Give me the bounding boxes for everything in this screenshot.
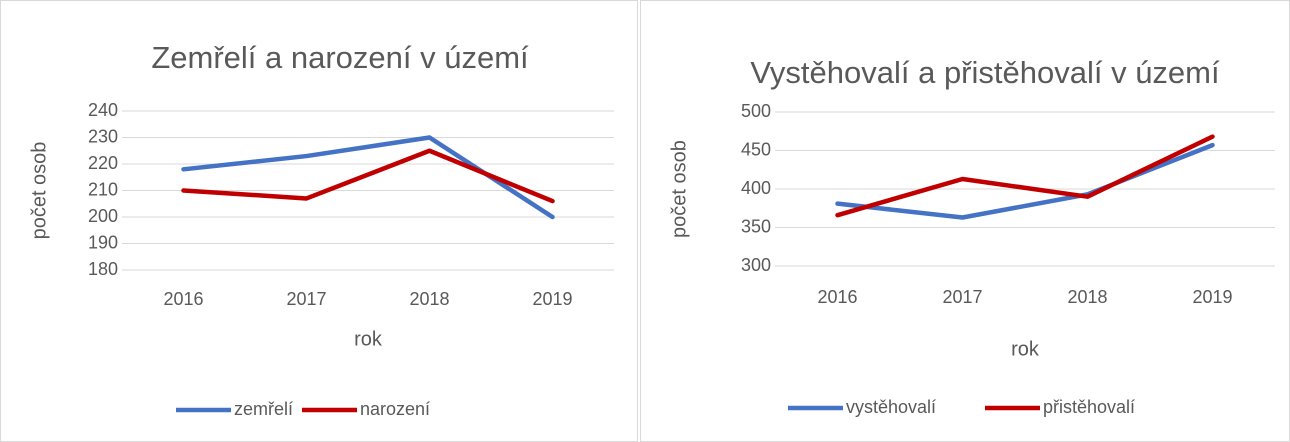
y-tick-label: 240 [88,100,118,120]
x-tick-label: 2016 [163,289,203,309]
y-axis-title: počet osob [668,140,690,238]
x-axis-title: rok [1011,338,1040,360]
legend-label: vystěhovalí [846,397,936,417]
y-tick-label: 180 [88,259,118,279]
legend-label: zemřelí [234,399,293,419]
y-tick-label: 190 [88,232,118,252]
y-tick-label: 220 [88,153,118,173]
chart-title: Vystěhovalí a přistěhovalí v území [750,55,1220,90]
y-tick-label: 300 [741,255,771,275]
y-tick-label: 400 [741,178,771,198]
line-series [835,142,1215,220]
y-tick-label: 350 [741,216,771,236]
y-tick-label: 500 [741,101,771,121]
legend-label: narození [360,399,430,419]
x-axis-title: rok [354,328,383,350]
x-tick-label: 2019 [532,289,572,309]
y-axis-title: počet osob [28,142,50,240]
legend-label: přistěhovalí [1043,397,1135,417]
y-tick-label: 230 [88,126,118,146]
x-tick-label: 2019 [1192,287,1232,307]
y-tick-label: 200 [88,206,118,226]
x-tick-label: 2018 [1067,287,1107,307]
x-tick-label: 2018 [409,289,449,309]
line-series [835,134,1215,218]
chart-title: Zemřelí a narození v území [151,40,529,75]
line-series [181,148,555,204]
x-tick-label: 2016 [817,287,857,307]
x-tick-label: 2017 [942,287,982,307]
x-tick-label: 2017 [286,289,326,309]
y-tick-label: 210 [88,179,118,199]
y-tick-label: 450 [741,139,771,159]
